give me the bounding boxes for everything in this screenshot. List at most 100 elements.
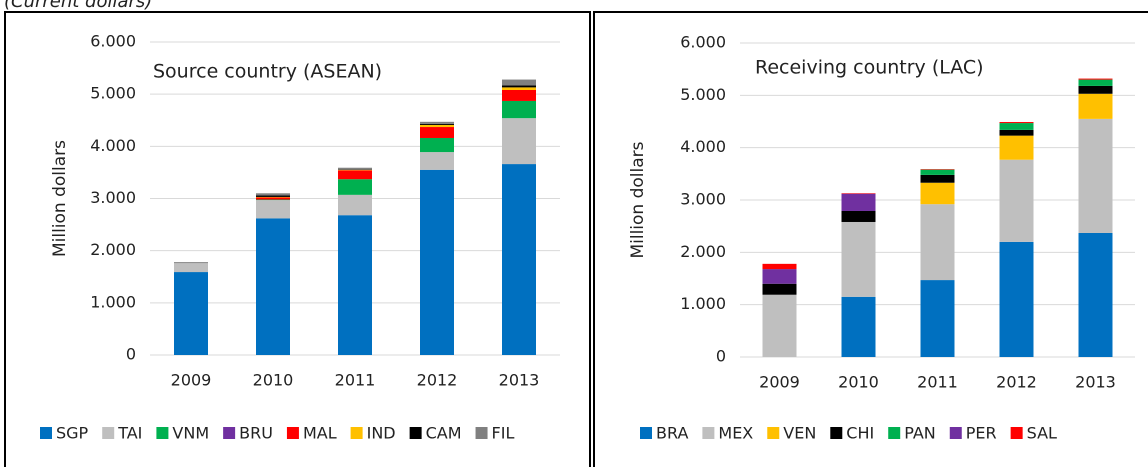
- y-tick-label: 4.000: [680, 137, 726, 156]
- x-tick-label: 2011: [917, 373, 958, 392]
- x-tick-label: 2010: [253, 371, 294, 390]
- bar-segment: [1078, 78, 1113, 80]
- bar-segment: [174, 263, 208, 273]
- legend-label: SGP: [56, 424, 89, 443]
- y-tick-label: 5.000: [680, 85, 726, 104]
- x-tick-label: 2013: [499, 371, 540, 390]
- bar-segment: [174, 272, 208, 355]
- bar-segment: [256, 193, 290, 196]
- legend-swatch: [102, 427, 115, 439]
- bar-segment: [420, 169, 454, 355]
- legend-swatch: [702, 427, 715, 439]
- bar-segment: [338, 179, 372, 195]
- header-note: (Current dollars): [4, 0, 152, 12]
- legend-label: FIL: [492, 424, 515, 443]
- bar-segment: [920, 280, 955, 357]
- bar-segment: [999, 123, 1034, 130]
- bar-segment: [999, 241, 1034, 357]
- bar-segment: [338, 194, 372, 216]
- y-axis-label: Million dollars: [50, 140, 70, 257]
- bar-segment: [999, 122, 1034, 124]
- legend-label: TAI: [117, 424, 142, 443]
- legend-label: CHI: [846, 424, 874, 443]
- panel-border: [4, 11, 591, 467]
- bar-segment: [174, 262, 208, 264]
- y-tick-label: 1.000: [680, 294, 726, 313]
- bar-segment: [256, 199, 290, 201]
- bar-segment: [762, 294, 797, 357]
- legend-label: MEX: [718, 424, 753, 443]
- bar-segment: [999, 135, 1034, 160]
- x-tick-label: 2009: [759, 373, 800, 392]
- bar-segment: [920, 182, 955, 205]
- bar-segment: [256, 200, 290, 219]
- bar-segment: [841, 210, 876, 222]
- y-tick-label: 6.000: [90, 32, 136, 51]
- legend-swatch: [1010, 427, 1023, 439]
- bar-segment: [920, 204, 955, 281]
- y-tick-label: 0: [126, 345, 136, 364]
- legend-label: VNM: [172, 424, 209, 443]
- bar-segment: [1078, 232, 1113, 357]
- legend-swatch: [40, 427, 52, 439]
- bar-segment: [256, 218, 290, 355]
- bar-segment: [841, 221, 876, 297]
- bar-segment: [338, 167, 372, 170]
- bar-segment: [420, 152, 454, 170]
- legend-swatch: [888, 427, 901, 439]
- bar-segment: [1078, 93, 1113, 119]
- legend-label: VEN: [783, 424, 816, 443]
- legend-swatch: [350, 427, 363, 439]
- legend-label: BRU: [239, 424, 273, 443]
- bar-segment: [1078, 85, 1113, 94]
- bar-segment: [502, 164, 536, 355]
- bar-segment: [502, 89, 536, 101]
- bar-segment: [999, 159, 1034, 242]
- legend-label: MAL: [303, 424, 337, 443]
- bar-segment: [920, 169, 955, 170]
- x-tick-label: 2009: [171, 371, 212, 390]
- y-tick-label: 2.000: [90, 240, 136, 259]
- bar-segment: [256, 196, 290, 198]
- y-tick-label: 5.000: [90, 84, 136, 103]
- legend-swatch: [223, 427, 236, 439]
- bar-segment: [338, 215, 372, 355]
- bar-segment: [1078, 79, 1113, 86]
- legend-swatch: [830, 427, 843, 439]
- bar-segment: [841, 193, 876, 211]
- bar-segment: [1078, 118, 1113, 233]
- legend-label: CAM: [426, 424, 462, 443]
- bar-segment: [338, 170, 372, 180]
- panel-border: [593, 11, 1148, 467]
- x-tick-label: 2010: [838, 373, 879, 392]
- bar-segment: [762, 269, 797, 284]
- y-tick-label: 1.000: [90, 292, 136, 311]
- bar-segment: [841, 296, 876, 357]
- x-tick-label: 2012: [996, 373, 1037, 392]
- bar-segment: [762, 283, 797, 295]
- bar-segment: [920, 169, 955, 175]
- legend-swatch: [767, 427, 780, 439]
- y-tick-label: 6.000: [680, 33, 726, 52]
- bar-segment: [420, 127, 454, 138]
- legend-label: BRA: [656, 424, 688, 443]
- legend-swatch: [286, 427, 299, 439]
- bar-segment: [256, 197, 290, 200]
- legend-label: PAN: [904, 424, 936, 443]
- y-tick-label: 0: [716, 347, 726, 366]
- bar-segment: [420, 137, 454, 153]
- chart-title: Receiving country (LAC): [755, 57, 984, 79]
- bar-segment: [762, 263, 797, 270]
- bar-segment: [420, 121, 454, 124]
- legend-label: SAL: [1027, 424, 1057, 443]
- legend-swatch: [475, 427, 488, 439]
- bar-segment: [502, 118, 536, 165]
- y-tick-label: 3.000: [680, 190, 726, 209]
- bar-segment: [920, 174, 955, 183]
- bar-segment: [502, 79, 536, 86]
- x-tick-label: 2013: [1075, 373, 1116, 392]
- bar-segment: [502, 87, 536, 90]
- bar-segment: [502, 85, 536, 88]
- legend-label: PER: [966, 424, 997, 443]
- bar-segment: [338, 169, 372, 171]
